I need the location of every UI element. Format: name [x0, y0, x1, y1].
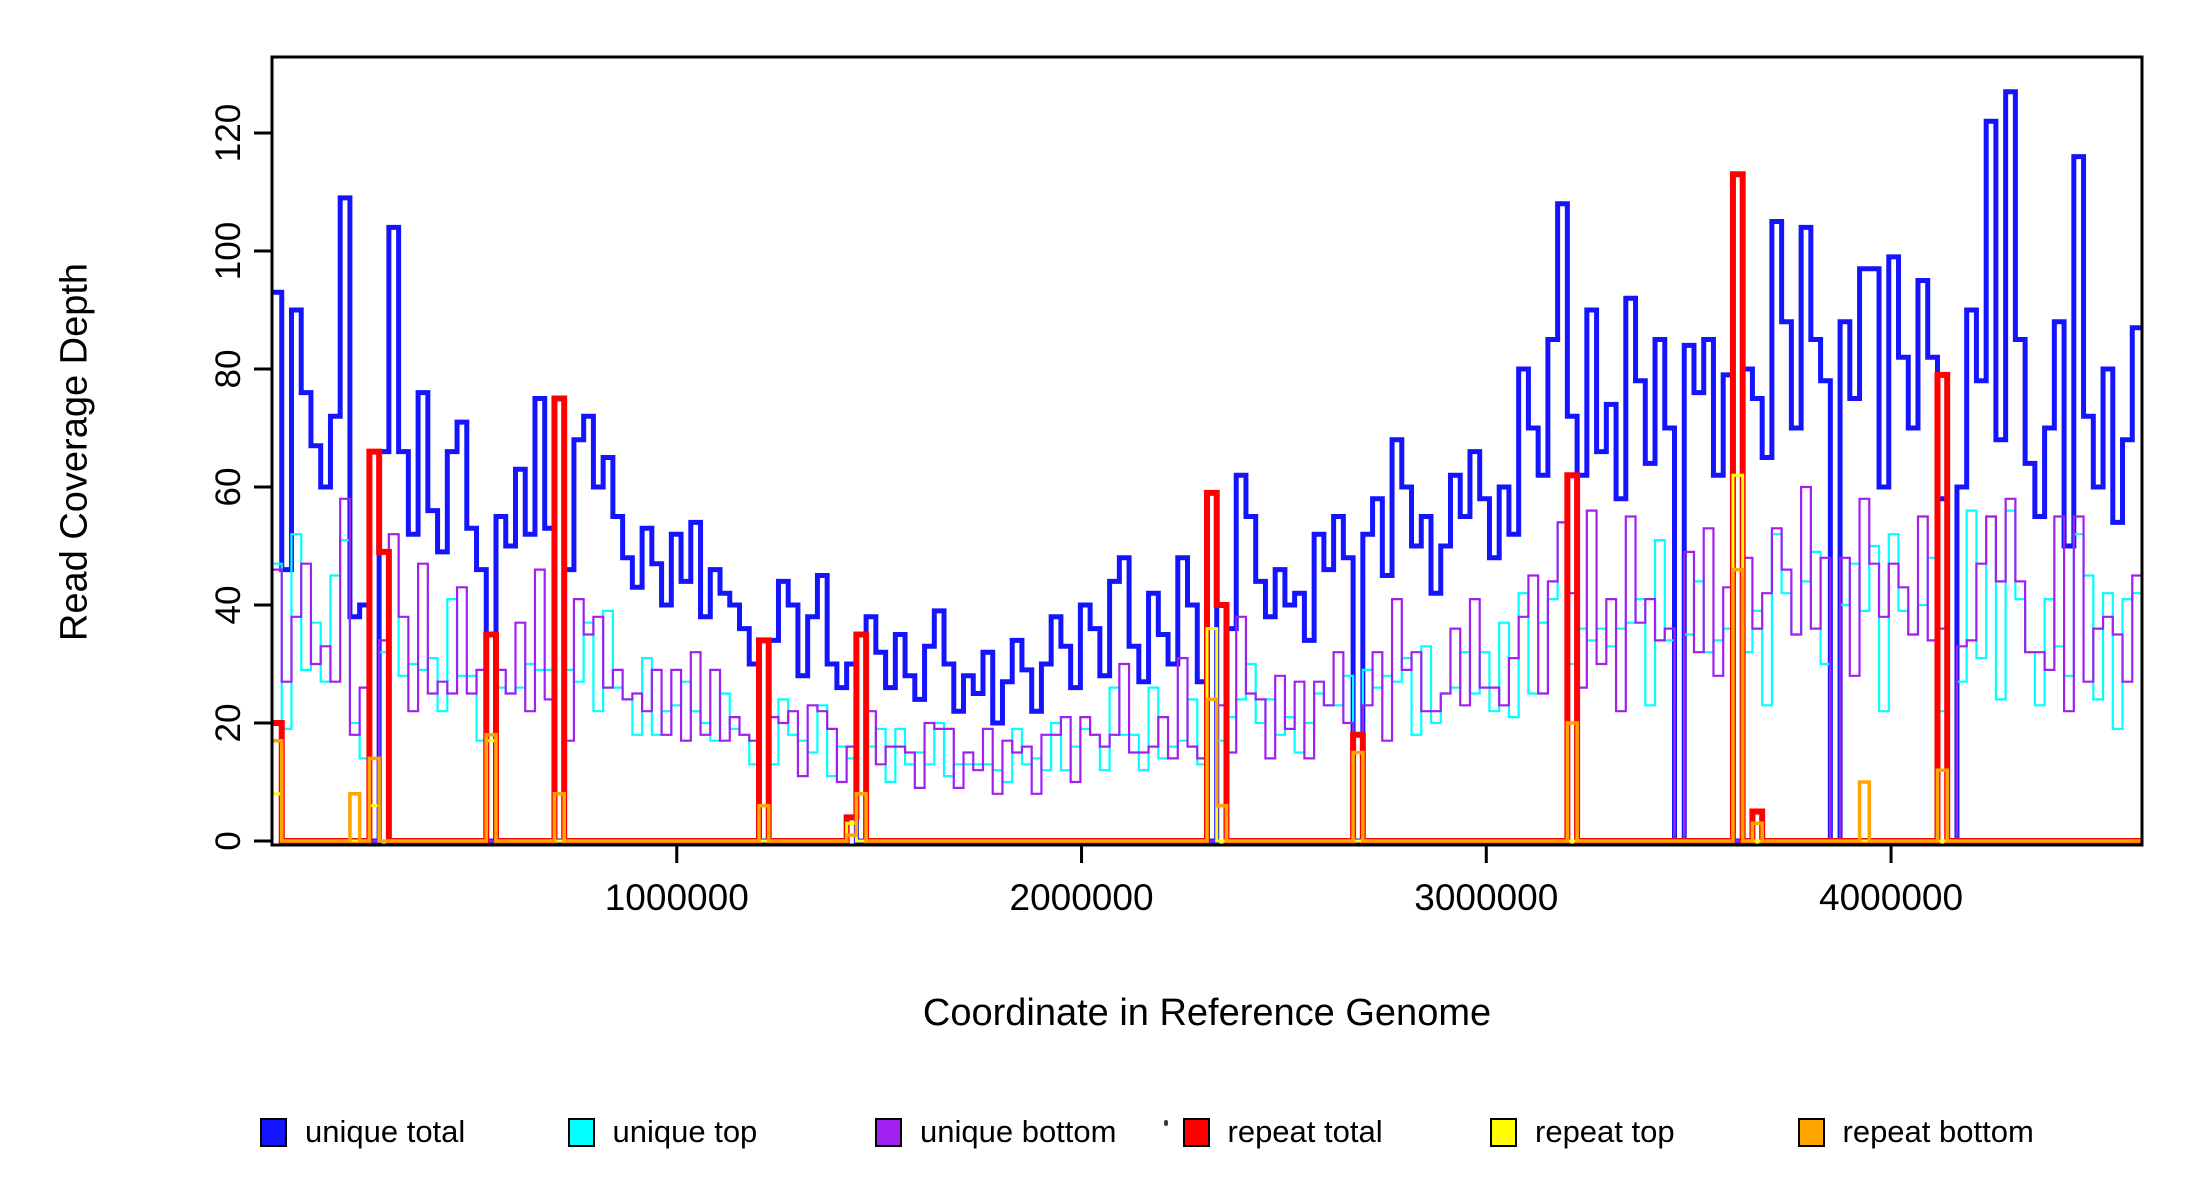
y-tick-label: 60 [209, 468, 248, 507]
x-tick-label: 1000000 [605, 877, 749, 918]
legend-label: unique bottom [920, 1114, 1117, 1149]
repeat-total-swatch [1182, 1117, 1210, 1147]
y-tick-label: 40 [209, 586, 248, 625]
plot-frame [270, 55, 2144, 847]
unique-total-swatch [260, 1117, 287, 1147]
legend-item-repeat-bottom: repeat bottom [1797, 1112, 2034, 1152]
legend: unique total unique top unique bottom repea… [0, 1112, 2200, 1152]
x-tick-label: 3000000 [1414, 877, 1558, 918]
unique-bottom-swatch [875, 1117, 902, 1147]
x-tick-label: 4000000 [1819, 877, 1963, 918]
unique-top-swatch [567, 1117, 595, 1147]
repeat-bottom-swatch [1797, 1117, 1825, 1147]
legend-item-unique-total: unique total [260, 1112, 465, 1152]
x-tick-label: 2000000 [1010, 877, 1154, 918]
y-tick-label: 20 [209, 704, 248, 743]
legend-label: repeat bottom [1842, 1114, 2034, 1149]
legend-label: repeat top [1535, 1114, 1675, 1149]
series-repeat-bottom [272, 567, 2142, 843]
y-axis-title: Read Coverage Depth [53, 262, 96, 642]
legend-item-repeat-total: repeat total [1182, 1112, 1383, 1152]
repeat-top-swatch [1490, 1117, 1517, 1147]
legend-label: repeat total [1227, 1114, 1383, 1149]
y-tick-label: 120 [209, 104, 248, 162]
legend-item-repeat-top: repeat top [1490, 1112, 1675, 1152]
x-axis-title: Coordinate in Reference Genome [922, 992, 1492, 1034]
y-tick-label: 0 [209, 831, 248, 850]
y-tick-label: 80 [209, 350, 248, 389]
legend-item-unique-top: unique top [567, 1112, 758, 1152]
legend-item-unique-bottom: unique bottom [875, 1112, 1116, 1152]
stray-dot-mark [1164, 1120, 1168, 1126]
legend-label: unique top [612, 1114, 758, 1149]
y-tick-label: 100 [209, 222, 248, 280]
legend-label: unique total [305, 1114, 466, 1149]
